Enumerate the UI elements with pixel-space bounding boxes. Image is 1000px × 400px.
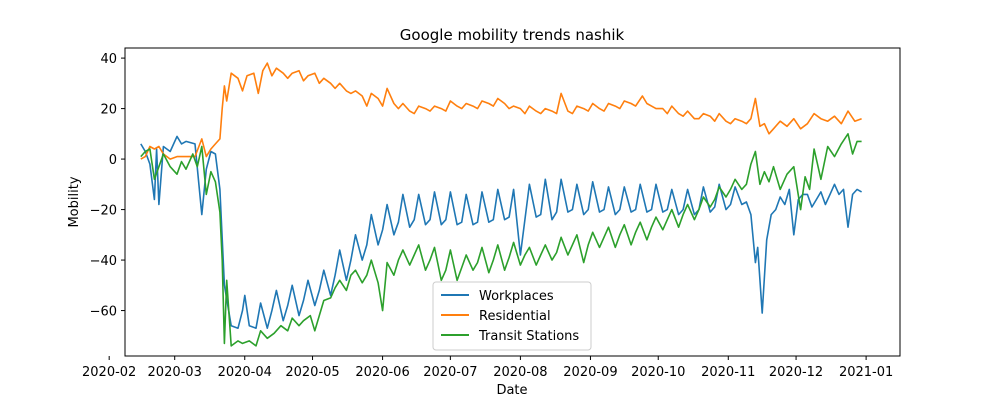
y-tick-label: 20 [100, 103, 117, 118]
x-tick-label: 2020-03 [148, 365, 202, 380]
x-tick-label: 2020-11 [701, 365, 755, 380]
series-line-transit-stations [140, 133, 862, 347]
x-tick-label: 2021-01 [839, 365, 893, 380]
legend-label: Workplaces [479, 289, 554, 304]
legend: Workplaces Residential Transit Stations [432, 281, 592, 351]
y-tick-label: 40 [100, 52, 117, 67]
series-line-workplaces [140, 135, 862, 330]
y-tick-label: −20 [90, 204, 117, 219]
x-tick-label: 2020-05 [285, 365, 339, 380]
x-tick-label: 2020-07 [423, 365, 477, 380]
y-axis-label: Mobility [67, 176, 82, 227]
x-axis-label: Date [496, 383, 527, 398]
series-lines [140, 62, 862, 347]
y-tick-label: −40 [90, 254, 117, 269]
legend-label: Residential [479, 309, 551, 324]
y-tick-label: −60 [90, 305, 117, 320]
x-tick-label: 2020-02 [82, 365, 136, 380]
legend-box [432, 281, 592, 351]
x-tick-label: 2020-09 [563, 365, 617, 380]
y-axis-ticks: 40 20 0 −20 −40 −60 [90, 52, 125, 320]
x-tick-label: 2020-12 [769, 365, 823, 380]
x-tick-label: 2020-06 [355, 365, 409, 380]
x-tick-label: 2020-08 [493, 365, 547, 380]
legend-label: Transit Stations [478, 329, 579, 344]
x-tick-label: 2020-04 [218, 365, 272, 380]
y-tick-label: 0 [109, 153, 117, 168]
chart-title: Google mobility trends nashik [400, 26, 625, 44]
plot-frame [124, 47, 901, 357]
x-axis-ticks: 2020-02 2020-03 2020-04 2020-05 2020-06 2020-… [82, 356, 893, 380]
x-tick-label: 2020-10 [631, 365, 685, 380]
series-line-residential [140, 62, 862, 160]
